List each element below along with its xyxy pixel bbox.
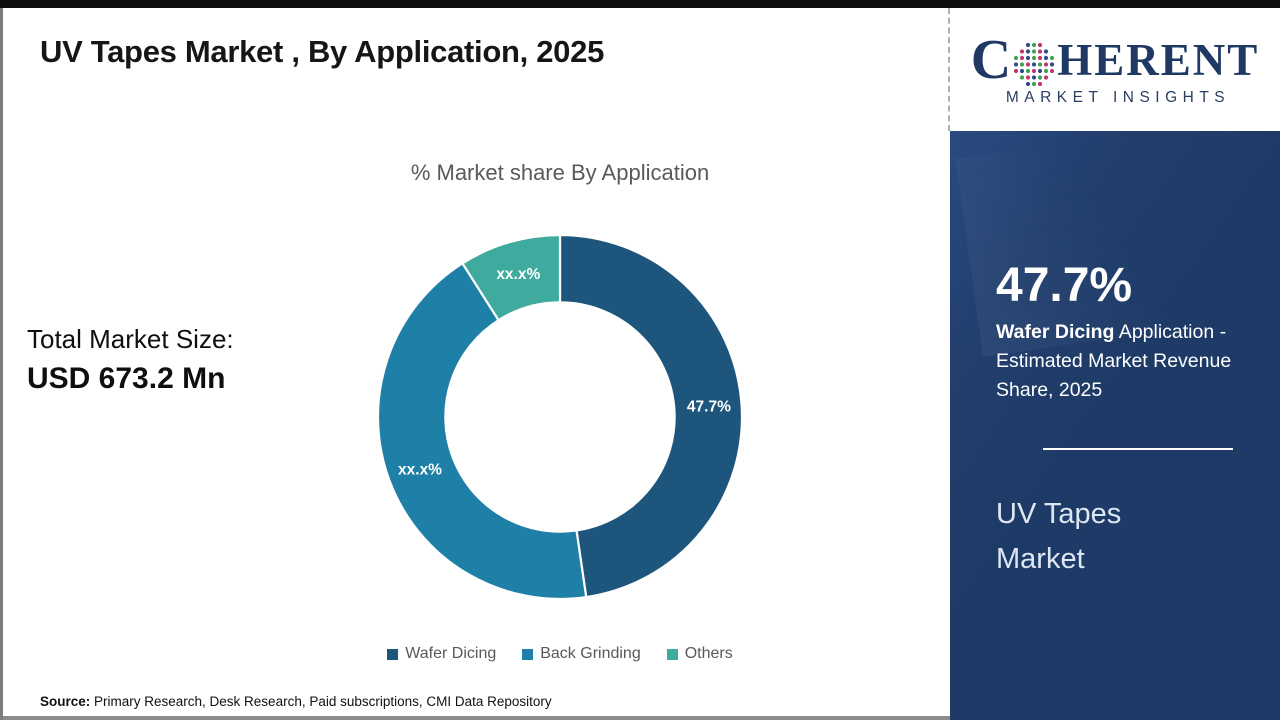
total-market-size-value: USD 673.2 Mn — [27, 362, 226, 395]
donut-slice-label: xx.x% — [398, 461, 442, 478]
globe-dot — [1014, 55, 1019, 61]
sidebar-market-name: UV Tapes Market — [996, 498, 1122, 575]
globe-dot — [1032, 62, 1037, 67]
source-label: Source: — [40, 694, 91, 709]
legend-swatch — [387, 648, 399, 660]
chart-legend: Wafer Dicing Back Grinding Others — [330, 645, 790, 663]
globe-dot — [1032, 49, 1037, 54]
globe-dot — [1044, 49, 1049, 54]
globe-dot — [1032, 81, 1037, 86]
globe-dot — [1032, 55, 1037, 61]
globe-dot — [1050, 55, 1055, 61]
globe-dot — [1020, 62, 1025, 67]
globe-dot — [1044, 62, 1049, 67]
globe-dot — [1038, 49, 1043, 54]
legend-label: Wafer Dicing — [405, 645, 497, 662]
legend-item-others: Others — [666, 645, 733, 663]
legend-swatch — [522, 648, 534, 660]
chart-title: % Market share By Application — [410, 160, 710, 185]
globe-dot — [1026, 68, 1031, 74]
globe-dot — [1038, 42, 1043, 48]
total-market-size-label: Total Market Size: — [27, 324, 234, 354]
globe-dot — [1038, 62, 1043, 67]
legend-item-back-grinding: Back Grinding — [522, 645, 641, 663]
slide-left-border — [0, 0, 3, 720]
highlight-description: Wafer Dicing Application - Estimated Mar… — [996, 318, 1234, 405]
right-sidebar: C HERENT MARKET INSIGHTS 47.7% Wafer Dic… — [948, 0, 1280, 720]
globe-dot — [1050, 62, 1055, 67]
page-title: UV Tapes Market , By Application, 2025 — [40, 34, 605, 69]
globe-dot — [1020, 49, 1025, 54]
donut-segment-others — [460, 233, 562, 322]
globe-dot — [1026, 75, 1031, 80]
source-text: Primary Research, Desk Research, Paid su… — [90, 694, 552, 709]
donut-chart-svg: 47.7% xx.x% xx.x% — [376, 233, 744, 601]
legend-label: Others — [684, 645, 733, 662]
donut-slice-label: 47.7% — [687, 399, 731, 416]
slide-top-border — [0, 0, 1280, 8]
globe-dot — [1038, 81, 1043, 86]
globe-dot — [1038, 75, 1043, 80]
globe-dot — [1026, 42, 1031, 48]
globe-dot — [1020, 55, 1025, 61]
slide-bottom-border — [0, 716, 1280, 720]
total-market-size-block: Total Market Size: USD 673.2 Mn — [27, 324, 234, 396]
brand-logo-panel: C HERENT MARKET INSIGHTS — [948, 8, 1280, 131]
globe-dot — [1014, 62, 1019, 67]
logo-subtitle: MARKET INSIGHTS — [1005, 89, 1231, 106]
globe-dot — [1020, 75, 1025, 80]
globe-dot — [1032, 68, 1037, 74]
dotted-globe-icon — [1014, 42, 1055, 86]
globe-dot — [1026, 49, 1031, 54]
highlight-segment-name: Wafer Dicing — [996, 321, 1115, 343]
logo-letter-c: C — [970, 29, 1012, 91]
globe-dot — [1026, 81, 1031, 86]
globe-dot — [1032, 75, 1037, 80]
highlight-share-value: 47.7% — [996, 259, 1133, 312]
sidebar-highlight-panel: 47.7% Wafer Dicing Application - Estimat… — [950, 131, 1280, 720]
globe-dot — [1020, 68, 1025, 74]
legend-swatch — [666, 648, 678, 660]
donut-segment-wafer-dicing — [558, 233, 744, 599]
globe-dot — [1044, 55, 1049, 61]
globe-dot — [1026, 55, 1031, 61]
donut-segment-back-grinding — [376, 261, 588, 601]
globe-dot — [1050, 68, 1055, 74]
globe-dot — [1026, 62, 1031, 67]
logo-word-rest: HERENT — [1057, 35, 1260, 85]
globe-dot — [1044, 68, 1049, 74]
highlight-description-rest: Application - Estimated Market Revenue S… — [996, 321, 1232, 401]
globe-dot — [1038, 55, 1043, 61]
legend-item-wafer-dicing: Wafer Dicing — [387, 645, 496, 663]
legend-label: Back Grinding — [540, 645, 641, 662]
donut-chart: 47.7% xx.x% xx.x% — [370, 227, 750, 607]
sidebar-divider — [1043, 448, 1233, 450]
brand-logo: C HERENT — [971, 32, 1260, 88]
globe-dot — [1014, 68, 1019, 74]
globe-dot — [1032, 42, 1037, 48]
globe-dot — [1044, 75, 1049, 80]
source-line: Source: Primary Research, Desk Research,… — [40, 694, 552, 709]
donut-slice-label: xx.x% — [496, 266, 540, 283]
globe-dot — [1038, 68, 1043, 74]
